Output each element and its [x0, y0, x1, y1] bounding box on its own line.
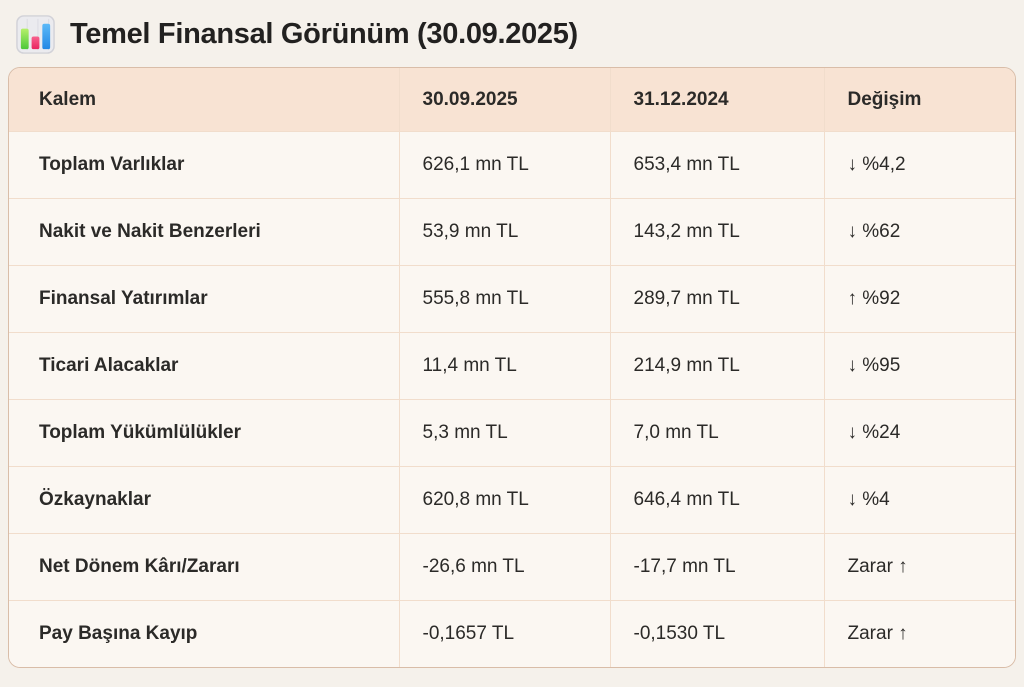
column-header-current-date: 30.09.2025: [398, 68, 610, 132]
column-header-degisim: Değişim: [823, 68, 1015, 132]
row-current-value: -26,6 mn TL: [398, 533, 610, 601]
column-header-previous-date: 31.12.2024: [609, 68, 824, 132]
row-previous-value: 7,0 mn TL: [609, 399, 824, 467]
column-header-kalem: Kalem: [9, 68, 399, 132]
row-current-value: 620,8 mn TL: [398, 466, 610, 534]
page-header: Temel Finansal Görünüm (30.09.2025): [0, 0, 1024, 55]
bar-chart-icon: [15, 14, 56, 55]
row-change-value: ↓ %4: [823, 466, 1015, 534]
row-current-value: 53,9 mn TL: [398, 198, 610, 266]
financial-table: Kalem 30.09.2025 31.12.2024 Değişim Topl…: [9, 68, 1015, 667]
table-row: Özkaynaklar 620,8 mn TL 646,4 mn TL ↓ %4: [9, 466, 1015, 534]
table-body: Toplam Varlıklar 626,1 mn TL 653,4 mn TL…: [9, 131, 1015, 667]
row-change-value: Zarar ↑: [823, 600, 1015, 667]
table-row: Ticari Alacaklar 11,4 mn TL 214,9 mn TL …: [9, 332, 1015, 400]
row-current-value: 626,1 mn TL: [398, 131, 610, 199]
table-row: Net Dönem Kârı/Zararı -26,6 mn TL -17,7 …: [9, 533, 1015, 601]
row-change-value: ↓ %95: [823, 332, 1015, 400]
table-row: Toplam Yükümlülükler 5,3 mn TL 7,0 mn TL…: [9, 399, 1015, 467]
row-item-label: Finansal Yatırımlar: [9, 265, 399, 333]
row-item-label: Ticari Alacaklar: [9, 332, 399, 400]
row-item-label: Nakit ve Nakit Benzerleri: [9, 198, 399, 266]
row-change-value: ↓ %62: [823, 198, 1015, 266]
row-item-label: Toplam Yükümlülükler: [9, 399, 399, 467]
table-header-row: Kalem 30.09.2025 31.12.2024 Değişim: [9, 68, 1015, 132]
table-row: Finansal Yatırımlar 555,8 mn TL 289,7 mn…: [9, 265, 1015, 333]
row-previous-value: -17,7 mn TL: [609, 533, 824, 601]
row-current-value: 555,8 mn TL: [398, 265, 610, 333]
row-previous-value: 653,4 mn TL: [609, 131, 824, 199]
financial-table-card: Kalem 30.09.2025 31.12.2024 Değişim Topl…: [8, 67, 1016, 668]
table-row: Toplam Varlıklar 626,1 mn TL 653,4 mn TL…: [9, 131, 1015, 199]
row-previous-value: 289,7 mn TL: [609, 265, 824, 333]
row-previous-value: 214,9 mn TL: [609, 332, 824, 400]
row-current-value: -0,1657 TL: [398, 600, 610, 667]
row-change-value: Zarar ↑: [823, 533, 1015, 601]
row-current-value: 5,3 mn TL: [398, 399, 610, 467]
row-previous-value: 143,2 mn TL: [609, 198, 824, 266]
row-current-value: 11,4 mn TL: [398, 332, 610, 400]
row-item-label: Toplam Varlıklar: [9, 131, 399, 199]
table-row: Nakit ve Nakit Benzerleri 53,9 mn TL 143…: [9, 198, 1015, 266]
row-change-value: ↓ %24: [823, 399, 1015, 467]
row-item-label: Pay Başına Kayıp: [9, 600, 399, 667]
row-change-value: ↓ %4,2: [823, 131, 1015, 199]
row-item-label: Net Dönem Kârı/Zararı: [9, 533, 399, 601]
row-previous-value: -0,1530 TL: [609, 600, 824, 667]
row-item-label: Özkaynaklar: [9, 466, 399, 534]
table-row: Pay Başına Kayıp -0,1657 TL -0,1530 TL Z…: [9, 600, 1015, 667]
row-previous-value: 646,4 mn TL: [609, 466, 824, 534]
row-change-value: ↑ %92: [823, 265, 1015, 333]
page-title: Temel Finansal Görünüm (30.09.2025): [70, 17, 578, 50]
